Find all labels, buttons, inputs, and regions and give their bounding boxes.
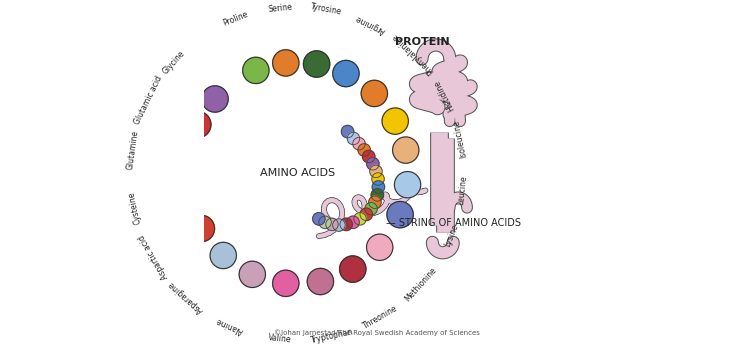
Text: Methionine: Methionine [403, 265, 439, 303]
Text: — STRING OF AMINO ACIDS: — STRING OF AMINO ACIDS [386, 218, 521, 228]
Circle shape [174, 145, 201, 171]
Circle shape [333, 219, 345, 231]
Circle shape [358, 144, 370, 156]
Circle shape [339, 256, 366, 282]
Circle shape [394, 171, 421, 198]
Circle shape [273, 270, 299, 296]
Text: Arginine: Arginine [354, 12, 387, 35]
Circle shape [333, 60, 359, 87]
Circle shape [176, 183, 202, 209]
Circle shape [313, 213, 325, 225]
Circle shape [366, 234, 393, 260]
Circle shape [393, 137, 419, 163]
Text: Valine: Valine [268, 333, 292, 344]
Circle shape [307, 268, 333, 295]
Circle shape [319, 216, 331, 229]
Circle shape [342, 125, 354, 138]
Circle shape [348, 132, 360, 145]
Circle shape [353, 137, 365, 150]
Circle shape [347, 216, 360, 229]
Text: Tyrosine: Tyrosine [310, 2, 342, 17]
Circle shape [369, 196, 382, 209]
Circle shape [326, 218, 339, 231]
Text: Asparagine: Asparagine [167, 279, 205, 314]
Circle shape [185, 111, 211, 138]
Circle shape [387, 202, 413, 228]
Circle shape [365, 203, 377, 215]
Text: Isoleucine: Isoleucine [452, 119, 468, 158]
Text: Serine: Serine [268, 2, 293, 14]
Circle shape [360, 208, 372, 221]
Text: Phenylalanine: Phenylalanine [391, 32, 435, 76]
Circle shape [371, 189, 384, 201]
Circle shape [369, 165, 382, 178]
Circle shape [354, 213, 366, 225]
Text: Alanine: Alanine [215, 315, 245, 335]
Circle shape [239, 261, 265, 288]
Text: Glycine: Glycine [161, 48, 187, 76]
Text: Histidine: Histidine [432, 78, 456, 112]
Circle shape [382, 108, 409, 134]
Text: Leucine: Leucine [457, 175, 469, 206]
Circle shape [210, 242, 237, 269]
Text: Glutamine: Glutamine [126, 129, 140, 170]
Circle shape [366, 158, 379, 170]
Text: Tryptophan: Tryptophan [310, 327, 354, 345]
Text: Cysteine: Cysteine [127, 191, 143, 225]
Text: ©Johan Jarnestad/The Royal Swedish Academy of Sciences: ©Johan Jarnestad/The Royal Swedish Acade… [274, 329, 480, 336]
Text: PROTEIN: PROTEIN [394, 36, 449, 46]
Circle shape [372, 173, 385, 185]
Text: Lysine: Lysine [443, 223, 460, 248]
Text: Proline: Proline [221, 10, 249, 28]
Circle shape [363, 150, 375, 163]
Text: Glutamic acid: Glutamic acid [132, 75, 164, 126]
Circle shape [188, 215, 215, 242]
Circle shape [372, 181, 385, 193]
Circle shape [273, 50, 299, 76]
Text: Threonine: Threonine [361, 304, 400, 331]
Circle shape [340, 218, 352, 231]
Circle shape [303, 51, 329, 77]
Circle shape [202, 86, 228, 112]
Text: Aspartic acid: Aspartic acid [137, 232, 170, 280]
Circle shape [361, 80, 388, 107]
Circle shape [243, 57, 269, 84]
Text: AMINO ACIDS: AMINO ACIDS [260, 168, 335, 178]
